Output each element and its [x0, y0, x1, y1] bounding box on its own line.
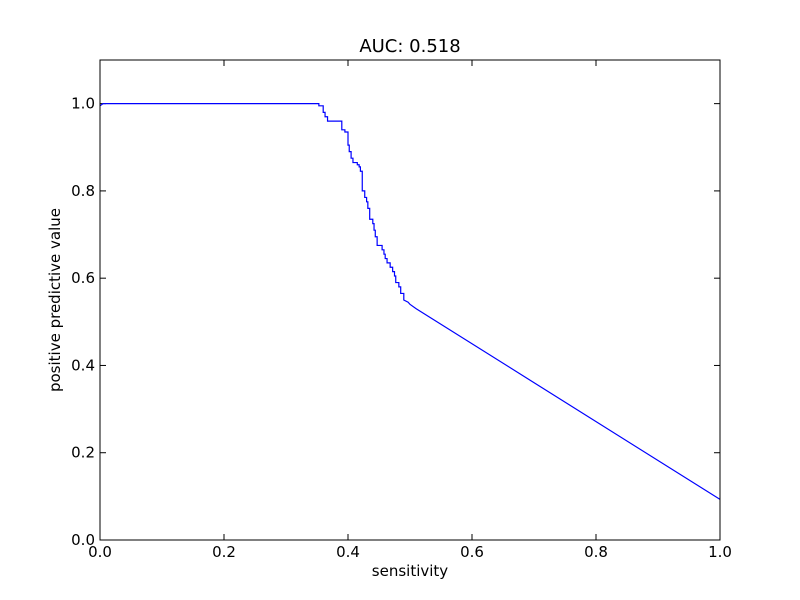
y-tick-label: 1.0: [71, 95, 95, 113]
x-axis-label: sensitivity: [372, 562, 449, 580]
y-tick-label: 0.6: [71, 269, 95, 287]
y-tick-label: 0.2: [71, 444, 95, 462]
y-tick-label: 0.0: [71, 531, 95, 549]
plot-area: [100, 60, 720, 540]
series-line: [99, 103, 721, 500]
axis-tick-labels: 0.0 0.2 0.4 0.6 0.8 1.0 0.0 0.2 0.4 0.6 0.8 1.0: [71, 95, 732, 561]
x-tick-label: 0.6: [460, 543, 484, 561]
series-group: [99, 103, 721, 500]
x-tick-label: 0.2: [212, 543, 236, 561]
x-tick-label: 0.0: [88, 543, 112, 561]
x-tick-label: 1.0: [708, 543, 732, 561]
plot-frame: [99, 59, 721, 541]
chart-title: AUC: 0.518: [359, 36, 460, 57]
y-tick-label: 0.8: [71, 182, 95, 200]
y-tick-label: 0.4: [71, 356, 95, 374]
y-axis-label: positive predictive value: [46, 208, 64, 392]
x-tick-label: 0.8: [584, 543, 608, 561]
x-tick-label: 0.4: [336, 543, 360, 561]
